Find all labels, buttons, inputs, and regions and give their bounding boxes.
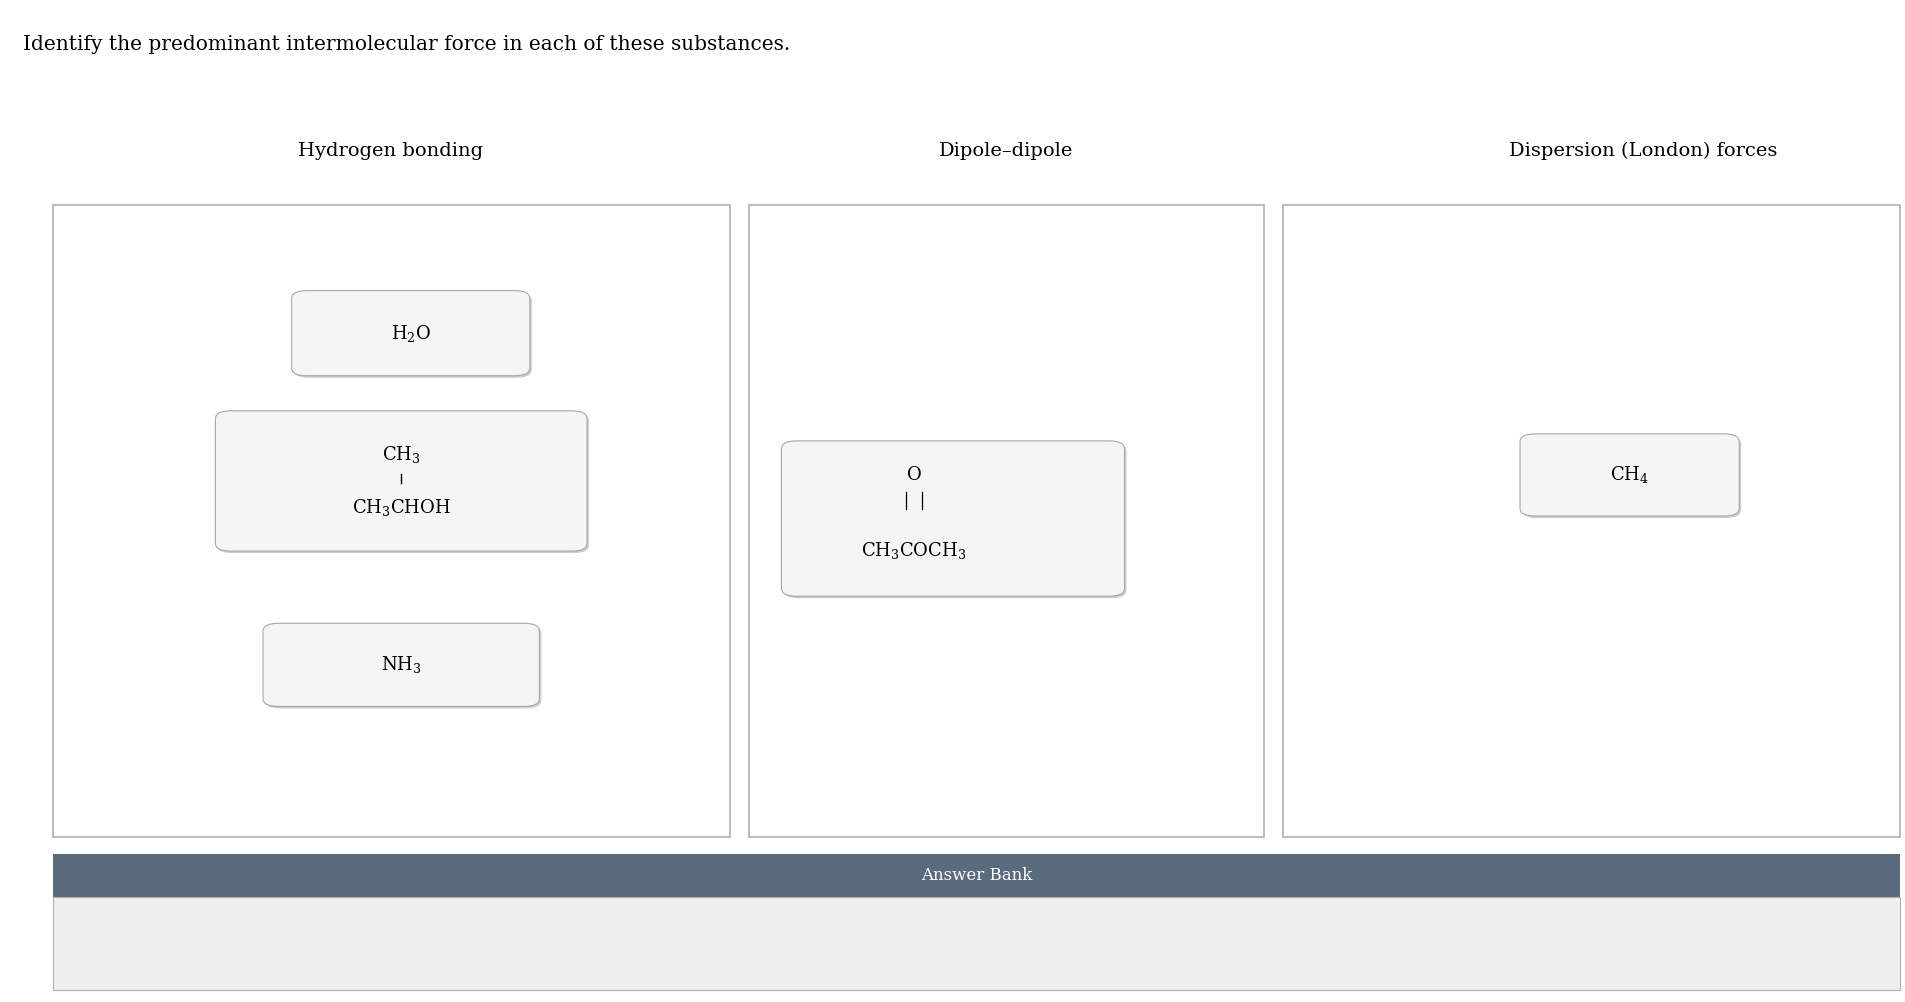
FancyBboxPatch shape [293, 293, 531, 378]
FancyBboxPatch shape [1520, 436, 1741, 518]
Text: O: O [907, 466, 920, 484]
Text: Identify the predominant intermolecular force in each of these substances.: Identify the predominant intermolecular … [23, 35, 791, 54]
Text: Answer Bank: Answer Bank [920, 867, 1033, 884]
FancyBboxPatch shape [265, 625, 541, 708]
FancyBboxPatch shape [53, 205, 730, 837]
FancyBboxPatch shape [291, 291, 530, 376]
Text: $\mathregular{CH_4}$: $\mathregular{CH_4}$ [1610, 465, 1648, 485]
FancyBboxPatch shape [783, 443, 1126, 598]
FancyBboxPatch shape [263, 623, 539, 706]
FancyBboxPatch shape [781, 441, 1124, 596]
FancyBboxPatch shape [1282, 205, 1899, 837]
Text: $\mathregular{CH_3CHOH}$: $\mathregular{CH_3CHOH}$ [352, 497, 450, 517]
Text: Hydrogen bonding: Hydrogen bonding [297, 142, 484, 160]
Text: $\mathregular{CH_3}$: $\mathregular{CH_3}$ [381, 445, 421, 465]
Text: $\mathregular{NH_3}$: $\mathregular{NH_3}$ [381, 654, 421, 675]
Text: $\mathregular{H_2O}$: $\mathregular{H_2O}$ [391, 323, 431, 344]
Text: Dispersion (London) forces: Dispersion (London) forces [1509, 142, 1775, 160]
Text: $\mathregular{CH_3COCH_3}$: $\mathregular{CH_3COCH_3}$ [861, 540, 966, 561]
FancyBboxPatch shape [749, 205, 1263, 837]
FancyBboxPatch shape [215, 411, 587, 551]
FancyBboxPatch shape [53, 854, 1899, 897]
FancyBboxPatch shape [53, 897, 1899, 990]
FancyBboxPatch shape [217, 413, 589, 553]
Text: Dipole–dipole: Dipole–dipole [939, 142, 1073, 160]
FancyBboxPatch shape [1520, 434, 1737, 516]
